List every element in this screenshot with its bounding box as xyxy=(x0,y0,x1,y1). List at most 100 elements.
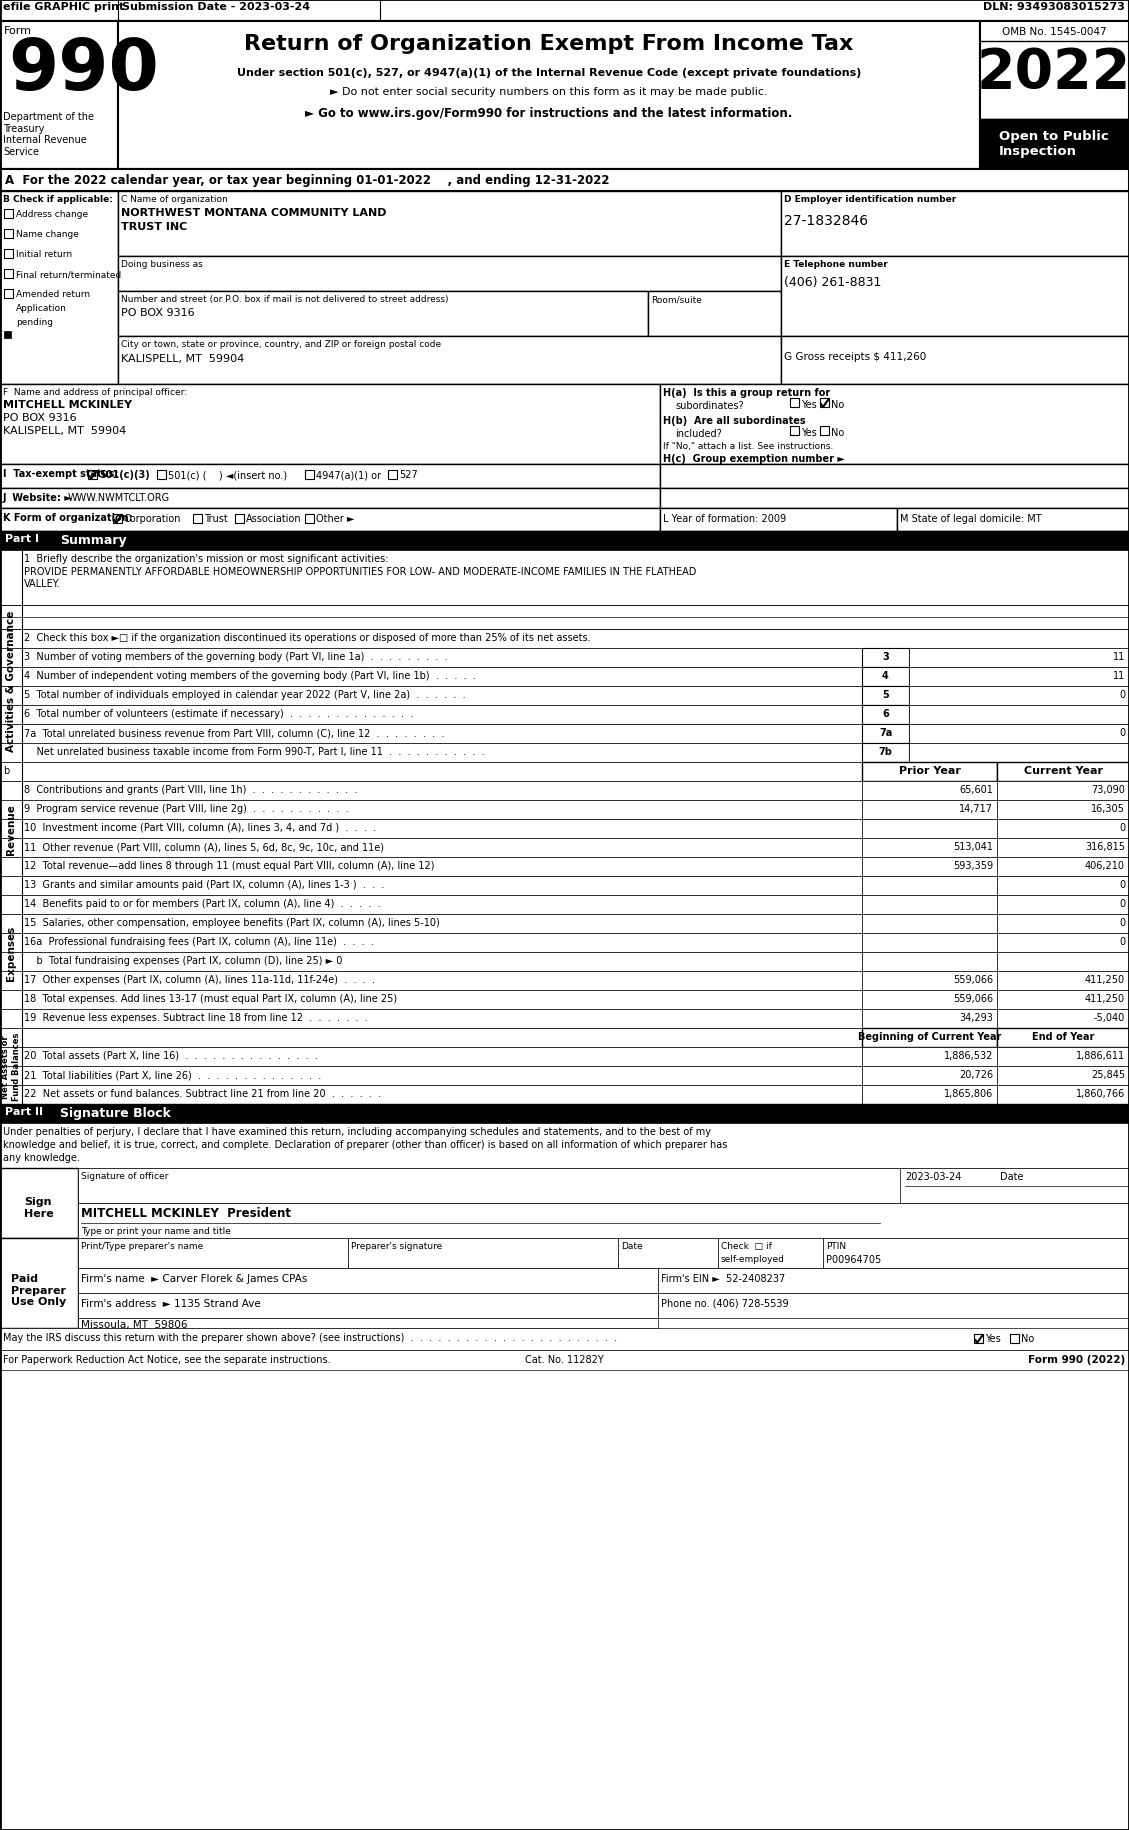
Bar xyxy=(997,838,1129,858)
Text: J  Website: ►: J Website: ► xyxy=(3,492,72,503)
Bar xyxy=(781,192,1129,256)
Text: A  For the 2022 calendar year, or tax year beginning 01-01-2022    , and ending : A For the 2022 calendar year, or tax yea… xyxy=(5,174,610,187)
Text: 27-1832846: 27-1832846 xyxy=(784,214,868,229)
Text: Number and street (or P.O. box if mail is not delivered to street address): Number and street (or P.O. box if mail i… xyxy=(121,295,448,304)
Bar xyxy=(997,763,1129,781)
Bar xyxy=(0,725,863,743)
Text: 411,250: 411,250 xyxy=(1085,994,1124,1003)
Text: 65,601: 65,601 xyxy=(960,785,994,794)
Bar xyxy=(348,1239,618,1268)
Bar xyxy=(909,743,1129,763)
Text: 11: 11 xyxy=(1113,651,1124,662)
Bar xyxy=(0,915,863,933)
Bar xyxy=(388,470,397,479)
Text: Expenses: Expenses xyxy=(6,924,16,981)
Bar xyxy=(88,470,97,479)
Bar xyxy=(863,838,997,858)
Text: PO BOX 9316: PO BOX 9316 xyxy=(121,307,194,318)
Text: E Telephone number: E Telephone number xyxy=(784,260,887,269)
Text: L Year of formation: 2009: L Year of formation: 2009 xyxy=(663,514,786,523)
Bar xyxy=(0,781,863,800)
Bar xyxy=(0,22,119,170)
Text: End of Year: End of Year xyxy=(1032,1032,1094,1041)
Text: 1,865,806: 1,865,806 xyxy=(944,1089,994,1098)
Bar xyxy=(997,1047,1129,1067)
Text: Cat. No. 11282Y: Cat. No. 11282Y xyxy=(525,1354,603,1363)
Text: No: No xyxy=(831,399,844,410)
Text: 34,293: 34,293 xyxy=(960,1012,994,1023)
Bar xyxy=(5,269,14,278)
Text: Net Assets or
Fund Balances: Net Assets or Fund Balances xyxy=(1,1032,20,1100)
Text: Phone no. (406) 728-5539: Phone no. (406) 728-5539 xyxy=(660,1297,789,1308)
Bar xyxy=(863,858,997,877)
Text: 21  Total liabilities (Part X, line 26)  .  .  .  .  .  .  .  .  .  .  .  .  .  : 21 Total liabilities (Part X, line 26) .… xyxy=(24,1069,322,1080)
Text: 6  Total number of volunteers (estimate if necessary)  .  .  .  .  .  .  .  .  .: 6 Total number of volunteers (estimate i… xyxy=(24,708,413,719)
Text: Signature Block: Signature Block xyxy=(60,1107,170,1120)
Bar xyxy=(0,630,1129,648)
Bar xyxy=(863,1067,997,1085)
Text: B Check if applicable:: B Check if applicable: xyxy=(3,194,113,203)
Bar xyxy=(193,514,202,523)
Bar xyxy=(909,686,1129,706)
Text: C Name of organization: C Name of organization xyxy=(121,194,228,203)
Text: efile GRAPHIC print: efile GRAPHIC print xyxy=(3,2,124,13)
Text: (406) 261-8831: (406) 261-8831 xyxy=(784,276,882,289)
Text: 1,886,532: 1,886,532 xyxy=(944,1050,994,1060)
Bar xyxy=(0,706,863,725)
Bar xyxy=(997,800,1129,820)
Text: 4: 4 xyxy=(882,670,889,681)
Text: I  Tax-exempt status:: I Tax-exempt status: xyxy=(3,468,119,479)
Bar xyxy=(909,725,1129,743)
Text: 5  Total number of individuals employed in calendar year 2022 (Part V, line 2a) : 5 Total number of individuals employed i… xyxy=(24,690,465,699)
Text: NORTHWEST MONTANA COMMUNITY LAND: NORTHWEST MONTANA COMMUNITY LAND xyxy=(121,209,386,218)
Bar xyxy=(997,858,1129,877)
Text: 0: 0 xyxy=(1119,937,1124,946)
Text: Department of the
Treasury
Internal Revenue
Service: Department of the Treasury Internal Reve… xyxy=(3,112,94,157)
Text: 990: 990 xyxy=(8,37,159,104)
Text: Yes: Yes xyxy=(800,428,816,437)
Bar xyxy=(718,1239,823,1268)
Bar xyxy=(0,1010,863,1028)
Text: Part I: Part I xyxy=(5,534,40,544)
Text: Firm's name  ► Carver Florek & James CPAs: Firm's name ► Carver Florek & James CPAs xyxy=(81,1274,307,1283)
Text: 14  Benefits paid to or for members (Part IX, column (A), line 4)  .  .  .  .  .: 14 Benefits paid to or for members (Part… xyxy=(24,899,380,908)
Bar xyxy=(997,1067,1129,1085)
Bar xyxy=(863,952,997,972)
Text: Return of Organization Exempt From Income Tax: Return of Organization Exempt From Incom… xyxy=(244,35,854,53)
Text: 4  Number of independent voting members of the governing body (Part VI, line 1b): 4 Number of independent voting members o… xyxy=(24,670,476,681)
Text: KALISPELL, MT  59904: KALISPELL, MT 59904 xyxy=(121,353,244,364)
Bar xyxy=(0,192,119,384)
Text: b: b xyxy=(3,765,9,776)
Bar xyxy=(781,337,1129,384)
Bar xyxy=(0,838,863,858)
Text: Part II: Part II xyxy=(5,1107,43,1116)
Text: Corporation: Corporation xyxy=(124,514,182,523)
Bar xyxy=(119,192,781,256)
Text: Sign
Here: Sign Here xyxy=(24,1197,54,1219)
Bar xyxy=(997,1010,1129,1028)
Bar xyxy=(863,686,909,706)
Text: 559,066: 559,066 xyxy=(953,974,994,985)
Text: Date: Date xyxy=(621,1241,642,1250)
Text: Trust: Trust xyxy=(204,514,228,523)
Bar xyxy=(863,877,997,895)
Bar xyxy=(980,22,1129,170)
Text: Current Year: Current Year xyxy=(1024,765,1103,776)
Bar xyxy=(909,648,1129,668)
Bar xyxy=(820,426,829,436)
Text: H(a)  Is this a group return for: H(a) Is this a group return for xyxy=(663,388,830,397)
Bar xyxy=(0,743,863,763)
Text: Yes: Yes xyxy=(984,1334,1000,1343)
Text: Submission Date - 2023-03-24: Submission Date - 2023-03-24 xyxy=(122,2,310,13)
Bar xyxy=(648,291,781,337)
Bar xyxy=(660,465,1129,489)
Bar xyxy=(997,915,1129,933)
Text: Preparer's signature: Preparer's signature xyxy=(351,1241,443,1250)
Text: Missoula, MT  59806: Missoula, MT 59806 xyxy=(81,1319,187,1329)
Text: Firm's EIN ►  52-2408237: Firm's EIN ► 52-2408237 xyxy=(660,1274,786,1283)
Text: 527: 527 xyxy=(399,470,418,479)
Text: 0: 0 xyxy=(1119,822,1124,833)
Text: Summary: Summary xyxy=(60,534,126,547)
Bar xyxy=(0,933,863,952)
Text: ► Go to www.irs.gov/Form990 for instructions and the latest information.: ► Go to www.irs.gov/Form990 for instruct… xyxy=(305,106,793,121)
